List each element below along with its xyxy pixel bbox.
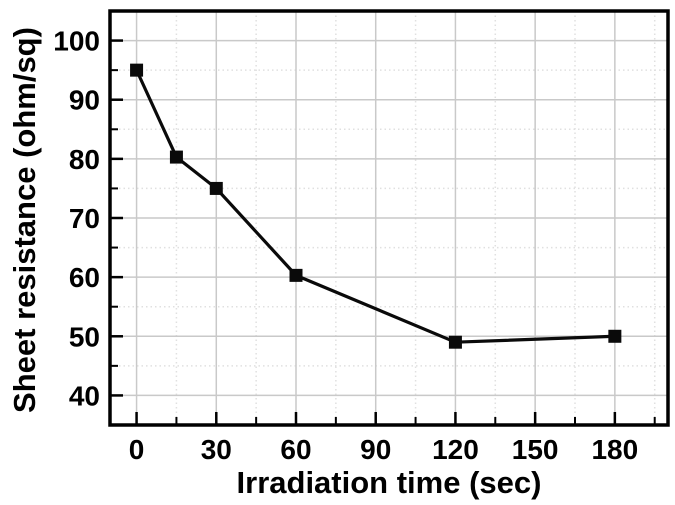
data-series [130,63,622,349]
y-tick-label: 40 [69,380,100,411]
y-axis-title: Sheet resistance (ohm/sq) [7,27,42,413]
x-tick-label: 150 [512,434,559,465]
y-tick-label: 80 [69,144,100,175]
major-gridlines [110,11,668,425]
axis-ticks [110,39,656,425]
tick-labels: 0 30 60 90 120 150 180 40 50 60 70 80 90 100 [53,26,638,465]
x-tick-label: 60 [280,434,311,465]
data-point-marker [169,150,183,164]
data-point-marker [289,268,303,282]
x-tick-label: 180 [591,434,638,465]
series-line [135,69,615,344]
y-tick-label: 70 [69,203,100,234]
data-point-marker [209,181,223,195]
y-tick-label: 50 [69,321,100,352]
plot-frame [108,9,670,427]
y-tick-label: 60 [69,262,100,293]
x-tick-label: 0 [129,434,145,465]
y-tick-label: 100 [53,26,100,57]
data-point-marker [608,329,622,343]
x-axis-title: Irradiation time (sec) [237,465,542,500]
x-tick-label: 120 [432,434,479,465]
y-tick-label: 90 [69,85,100,116]
data-point-marker [130,63,144,77]
x-tick-label: 30 [201,434,232,465]
x-tick-label: 90 [360,434,391,465]
data-point-marker [448,335,462,349]
